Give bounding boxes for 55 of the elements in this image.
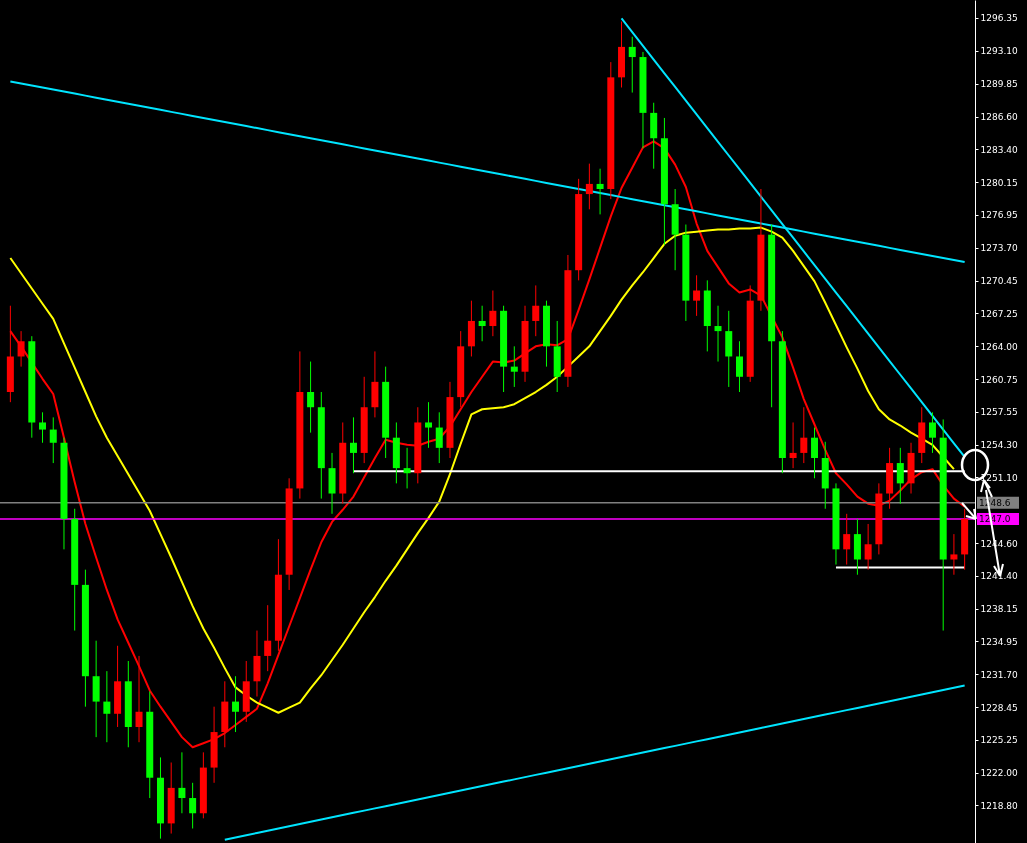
candlestick [800, 406, 808, 464]
candlestick [349, 416, 357, 474]
y-tick-label: 1286.60 [980, 112, 1018, 123]
y-tick-label: 1264.00 [980, 341, 1018, 352]
candlestick [425, 401, 433, 449]
candlestick [735, 340, 743, 393]
y-tick-label: 1260.75 [980, 374, 1018, 385]
candlestick [39, 411, 47, 444]
y-tick-label: 1257.55 [980, 407, 1018, 418]
y-tick-label: 1289.85 [980, 79, 1018, 90]
y-tick-label: 1234.95 [980, 636, 1018, 647]
candlestick [693, 274, 701, 317]
candlestick [178, 751, 186, 814]
candlestick [307, 361, 315, 434]
y-tick-label: 1280.15 [980, 177, 1018, 188]
y-tick-label: 1254.30 [980, 440, 1018, 451]
candlestick [435, 411, 443, 464]
y-tick-label: 1283.40 [980, 144, 1018, 155]
y-tick-label: 1267.25 [980, 308, 1018, 319]
y-tick-label: 1296.35 [980, 13, 1018, 24]
candlestick [49, 416, 57, 464]
candlestick [585, 163, 593, 210]
candlestick [489, 290, 497, 337]
y-tick-label: 1270.45 [980, 276, 1018, 287]
y-tick-label: 1228.45 [980, 702, 1018, 713]
candlestick [843, 513, 851, 566]
candlestick [596, 168, 604, 215]
candlestick [811, 427, 819, 479]
candlestick [628, 36, 636, 94]
candlestick [135, 655, 143, 743]
candlestick [510, 345, 518, 388]
candlestick [714, 305, 722, 363]
y-tick-label: 1222.00 [980, 768, 1018, 779]
line-series [223, 684, 966, 841]
candlestick [403, 447, 411, 489]
candlestick [264, 604, 272, 672]
line-series [9, 226, 955, 714]
candlestick [789, 421, 797, 469]
candlestick [478, 305, 486, 342]
candlestick [103, 670, 111, 743]
candlestick [232, 675, 240, 733]
candlestick [17, 330, 25, 368]
candlestick [532, 284, 540, 337]
y-tick-label: 1231.70 [980, 669, 1018, 680]
y-tick-label: 1293.10 [980, 46, 1018, 57]
y-tick-label: 1218.80 [980, 800, 1018, 811]
candlestick [189, 782, 197, 829]
y-tick-label: 1225.25 [980, 735, 1018, 746]
candlestick [950, 533, 958, 576]
candlestick [896, 447, 904, 505]
y-tick-label: 1238.15 [980, 604, 1018, 615]
candlestick [864, 523, 872, 571]
candlestick [928, 411, 936, 454]
y-tick-label: 1273.70 [980, 243, 1018, 254]
y-tick-label: 1276.95 [980, 210, 1018, 221]
